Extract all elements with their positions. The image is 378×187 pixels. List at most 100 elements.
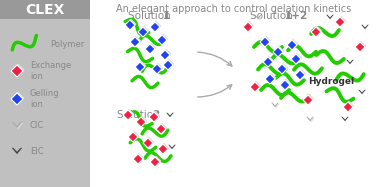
FancyArrowPatch shape [198,52,232,66]
Polygon shape [265,73,276,84]
Polygon shape [157,35,167,45]
Polygon shape [136,116,147,126]
Polygon shape [149,112,159,122]
FancyArrowPatch shape [198,85,232,97]
Polygon shape [288,39,299,50]
Polygon shape [254,15,262,19]
Polygon shape [344,100,355,111]
Polygon shape [135,61,147,71]
Text: 1+2: 1+2 [285,11,308,21]
Polygon shape [291,53,302,64]
Polygon shape [11,65,23,77]
Polygon shape [130,36,141,47]
Polygon shape [311,27,321,37]
Text: Exchange
ion: Exchange ion [30,61,71,81]
Polygon shape [272,104,280,108]
Polygon shape [250,82,260,92]
Polygon shape [277,62,288,73]
Polygon shape [280,80,290,90]
Polygon shape [133,154,143,164]
Polygon shape [341,117,349,121]
Polygon shape [125,20,135,30]
Polygon shape [150,22,160,32]
Polygon shape [311,25,322,36]
Polygon shape [124,108,135,119]
Polygon shape [260,37,270,47]
Polygon shape [146,42,156,53]
Polygon shape [168,145,176,149]
Text: CIC: CIC [30,120,44,130]
Polygon shape [336,16,347,27]
Polygon shape [166,113,174,117]
Polygon shape [128,132,138,142]
Polygon shape [156,122,167,134]
Polygon shape [265,74,275,84]
Polygon shape [243,22,253,32]
Polygon shape [326,15,334,19]
Polygon shape [164,59,175,70]
Polygon shape [150,111,161,122]
Polygon shape [152,64,162,74]
Polygon shape [133,153,144,163]
Polygon shape [260,36,271,47]
Polygon shape [280,79,291,90]
Polygon shape [138,27,148,37]
Polygon shape [295,70,305,80]
Polygon shape [306,117,314,121]
Polygon shape [271,103,279,107]
Polygon shape [251,80,262,91]
Polygon shape [160,50,170,60]
Polygon shape [263,57,273,67]
Polygon shape [361,25,369,29]
Polygon shape [255,16,263,20]
Polygon shape [13,123,23,129]
Polygon shape [138,25,150,36]
Polygon shape [158,142,169,154]
Polygon shape [123,110,133,120]
Polygon shape [287,40,297,50]
Polygon shape [11,91,25,105]
Polygon shape [273,47,283,57]
Polygon shape [277,64,287,74]
Polygon shape [136,117,146,127]
Polygon shape [163,60,173,70]
Polygon shape [144,137,155,148]
Polygon shape [130,37,140,47]
Text: Hydrogel: Hydrogel [308,76,354,85]
Polygon shape [150,156,161,166]
Polygon shape [291,54,301,64]
Polygon shape [307,118,315,122]
Text: Polymer: Polymer [50,39,84,48]
FancyBboxPatch shape [0,0,90,19]
Polygon shape [158,144,168,154]
Text: Solution: Solution [117,110,163,120]
Polygon shape [358,90,366,94]
Polygon shape [158,33,169,45]
Polygon shape [335,17,345,27]
FancyBboxPatch shape [0,0,90,187]
Polygon shape [12,148,22,154]
Text: CLEX: CLEX [25,2,65,16]
Text: 1: 1 [163,11,170,21]
Polygon shape [156,124,166,134]
Polygon shape [243,21,254,31]
Text: An elegant approach to control gelation kinetics: An elegant approach to control gelation … [116,4,352,14]
Polygon shape [143,138,153,148]
Polygon shape [355,42,365,52]
Polygon shape [12,122,22,128]
Text: Gelling
ion: Gelling ion [30,89,60,109]
Polygon shape [129,131,139,142]
Polygon shape [135,62,145,72]
Polygon shape [296,68,307,79]
Polygon shape [355,41,367,51]
Polygon shape [304,94,314,105]
Polygon shape [346,60,354,64]
Polygon shape [11,93,23,105]
Polygon shape [125,19,136,30]
Polygon shape [152,62,164,73]
Polygon shape [161,48,172,59]
Polygon shape [303,95,313,105]
Polygon shape [11,63,25,77]
Text: Solution: Solution [128,11,174,21]
Polygon shape [263,56,274,67]
